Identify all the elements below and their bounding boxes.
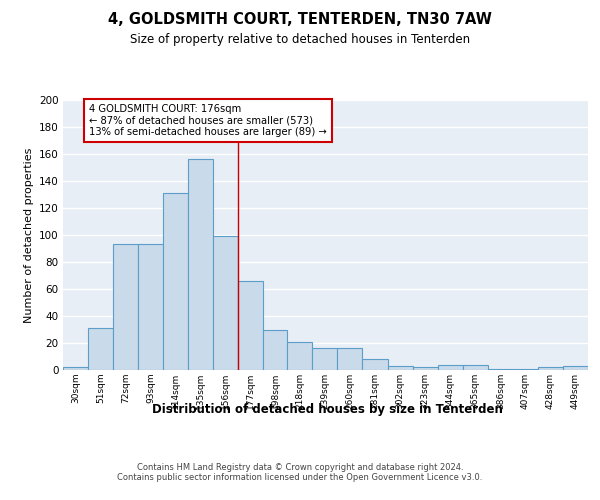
Text: Distribution of detached houses by size in Tenterden: Distribution of detached houses by size … — [152, 402, 502, 415]
Bar — [263, 330, 287, 370]
Bar — [413, 368, 437, 370]
Text: 4 GOLDSMITH COURT: 176sqm
← 87% of detached houses are smaller (573)
13% of semi: 4 GOLDSMITH COURT: 176sqm ← 87% of detac… — [89, 104, 327, 137]
Bar — [513, 368, 538, 370]
Bar — [138, 244, 163, 370]
Bar — [238, 281, 263, 370]
Bar — [63, 368, 88, 370]
Text: Size of property relative to detached houses in Tenterden: Size of property relative to detached ho… — [130, 32, 470, 46]
Bar — [88, 328, 113, 370]
Bar — [337, 348, 362, 370]
Bar — [388, 366, 413, 370]
Bar — [163, 193, 188, 370]
Y-axis label: Number of detached properties: Number of detached properties — [23, 148, 34, 322]
Bar — [287, 342, 313, 370]
Bar — [488, 368, 513, 370]
Bar — [214, 236, 238, 370]
Bar — [313, 348, 337, 370]
Bar — [437, 364, 463, 370]
Bar — [188, 160, 214, 370]
Text: Contains HM Land Registry data © Crown copyright and database right 2024.
Contai: Contains HM Land Registry data © Crown c… — [118, 462, 482, 482]
Bar — [463, 364, 488, 370]
Bar — [113, 244, 138, 370]
Bar — [538, 368, 563, 370]
Bar — [362, 359, 388, 370]
Text: 4, GOLDSMITH COURT, TENTERDEN, TN30 7AW: 4, GOLDSMITH COURT, TENTERDEN, TN30 7AW — [108, 12, 492, 28]
Bar — [563, 366, 588, 370]
